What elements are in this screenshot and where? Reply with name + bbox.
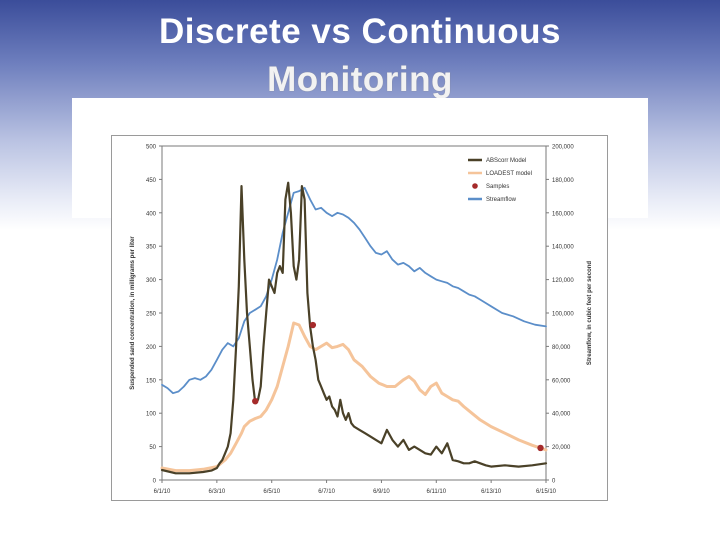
y2-tick-label: 60,000	[552, 378, 571, 384]
chart-axes: 0 50 100 150 200 250 300 350 400 450 500 0 20,000 40,…	[130, 145, 593, 496]
legend-entry: Streamflow	[486, 197, 517, 203]
y2-tick-label: 100,000	[552, 312, 574, 318]
y2-tick-label: 140,000	[552, 245, 574, 251]
y-tick-label: 450	[146, 178, 157, 184]
y-tick-label: 500	[146, 145, 157, 151]
y-tick-label: 150	[146, 378, 157, 384]
x-tick-label: 6/7/10	[318, 489, 335, 495]
x-tick-label: 6/1/10	[154, 489, 171, 495]
legend-entry: LOADEST model	[486, 171, 532, 177]
y-tick-label: 250	[146, 312, 157, 318]
x-tick-label: 6/9/10	[373, 489, 390, 495]
y-tick-label: 400	[146, 211, 157, 217]
y2-tick-label: 40,000	[552, 412, 571, 418]
y-tick-label: 100	[146, 412, 157, 418]
y-axis-label: Suspended sand concentration, in milligr…	[130, 236, 136, 390]
y-tick-label: 0	[153, 479, 157, 485]
y2-tick-label: 20,000	[552, 445, 571, 451]
sample-point	[537, 444, 544, 452]
chart-legend: ABScorr Model LOADEST model Samples Streamf…	[468, 158, 532, 203]
y2-tick-label: 0	[552, 479, 556, 485]
x-tick-label: 6/15/10	[536, 489, 557, 495]
sample-point	[252, 397, 259, 405]
series-abscorr-line	[160, 181, 548, 475]
y-tick-label: 350	[146, 245, 157, 251]
slide-title-line1: Discrete vs Continuous	[159, 12, 561, 51]
legend-entry: Samples	[486, 184, 509, 190]
chart-svg: 0 50 100 150 200 250 300 350 400 450 500 0 20,000 40,…	[130, 145, 593, 496]
x-tick-label: 6/3/10	[209, 489, 226, 495]
y2-tick-label: 80,000	[552, 345, 571, 351]
slide-title: Discrete vs Continuous Monitoring	[0, 8, 720, 104]
legend-swatch-samples	[472, 183, 478, 189]
y-tick-label: 300	[146, 278, 157, 284]
y-tick-label: 50	[149, 445, 156, 451]
y-tick-label: 200	[146, 345, 157, 351]
y2-tick-label: 180,000	[552, 178, 574, 184]
legend-entry: ABScorr Model	[486, 158, 526, 164]
series-loadest-line	[160, 321, 548, 473]
sample-point	[309, 321, 317, 329]
y2-tick-label: 200,000	[552, 145, 574, 151]
y2-axis-label: Streamflow, in cubic feet per second	[587, 261, 593, 365]
x-tick-label: 6/13/10	[481, 489, 502, 495]
y2-tick-label: 120,000	[552, 278, 574, 284]
x-tick-label: 6/11/10	[426, 489, 446, 495]
series-streamflow-line	[161, 186, 547, 395]
x-tick-label: 6/5/10	[263, 489, 280, 495]
y2-tick-label: 160,000	[552, 211, 574, 217]
chart-series	[160, 181, 548, 475]
slide-title-line2: Monitoring	[267, 60, 453, 99]
chart-frame: 0 50 100 150 200 250 300 350 400 450 500 0 20,000 40,…	[111, 135, 608, 501]
